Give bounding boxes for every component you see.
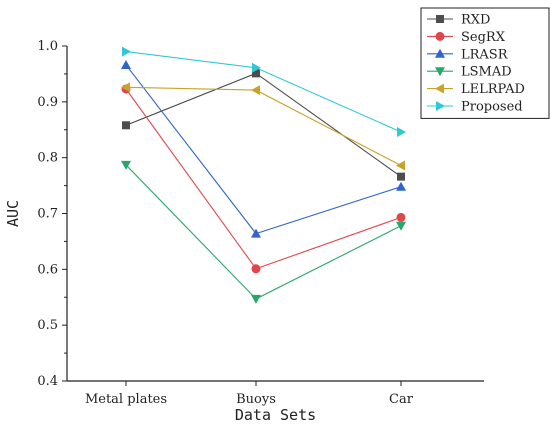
data-point-segrx	[396, 212, 406, 222]
y-axis-title: AUC	[4, 200, 22, 227]
data-point-proposed	[252, 62, 261, 73]
y-tick-label: 0.5	[37, 318, 58, 333]
legend-box	[420, 7, 550, 119]
data-point-rxd	[252, 69, 260, 78]
data-point-proposed	[397, 126, 406, 137]
x-axis-title: Data Sets	[235, 406, 316, 424]
data-point-lrasr	[251, 228, 261, 238]
series-proposed	[122, 46, 406, 137]
x-tick-label: Metal plates	[85, 392, 167, 407]
legend-label-proposed: Proposed	[461, 100, 523, 115]
data-point-lelrpad	[396, 160, 405, 171]
data-point-lrasr	[396, 181, 406, 191]
data-point-lsmad	[396, 221, 406, 231]
y-tick-label: 0.7	[37, 207, 58, 222]
series-lrasr	[121, 59, 406, 238]
data-point-lelrpad	[121, 82, 130, 93]
legend-label-lelrpad: LELRPAD	[461, 82, 525, 97]
legend-marker-rxd	[436, 15, 444, 23]
y-tick-label: 0.9	[37, 95, 58, 110]
data-point-proposed	[122, 46, 131, 57]
y-tick-label: 0.4	[37, 374, 58, 389]
series-rxd	[122, 69, 405, 181]
legend-marker-proposed	[436, 101, 445, 111]
legend-label-lsmad: LSMAD	[461, 65, 512, 80]
data-point-lsmad	[251, 294, 261, 304]
series-line-rxd	[125, 72, 402, 178]
series-line-lelrpad	[125, 86, 402, 166]
data-point-lrasr	[121, 59, 131, 69]
x-tick-label: Car	[389, 392, 414, 407]
legend-marker-lelrpad	[435, 83, 444, 94]
legend-label-rxd: RXD	[461, 13, 490, 28]
data-point-rxd	[397, 172, 405, 181]
data-point-lsmad	[121, 160, 131, 170]
y-tick-label: 1.0	[37, 39, 58, 54]
series-line-segrx	[125, 88, 402, 270]
legend-label-segrx: SegRX	[461, 30, 506, 45]
data-point-lelrpad	[251, 85, 260, 96]
data-point-segrx	[251, 264, 261, 274]
legend-marker-segrx	[435, 31, 445, 41]
series-line-lrasr	[125, 64, 402, 235]
legend-marker-lrasr	[435, 48, 445, 58]
data-point-rxd	[122, 121, 130, 130]
series-lsmad	[121, 160, 406, 304]
series-layer	[121, 46, 406, 304]
series-lelrpad	[121, 82, 405, 171]
legend: RXD SegRX LRASR LSMAD LELRPAD Proposed	[420, 7, 550, 119]
y-tick-label: 0.8	[37, 151, 58, 166]
y-tick-label: 0.6	[37, 262, 58, 277]
axes: 0.4 0.5 0.6 0.7 0.8 0.9 1.0 Metal plates Buoys Ca…	[37, 39, 484, 407]
series-line-proposed	[125, 51, 402, 133]
legend-marker-lsmad	[435, 67, 445, 77]
legend-label-lrasr: LRASR	[461, 47, 509, 62]
x-tick-label: Buoys	[236, 392, 276, 407]
